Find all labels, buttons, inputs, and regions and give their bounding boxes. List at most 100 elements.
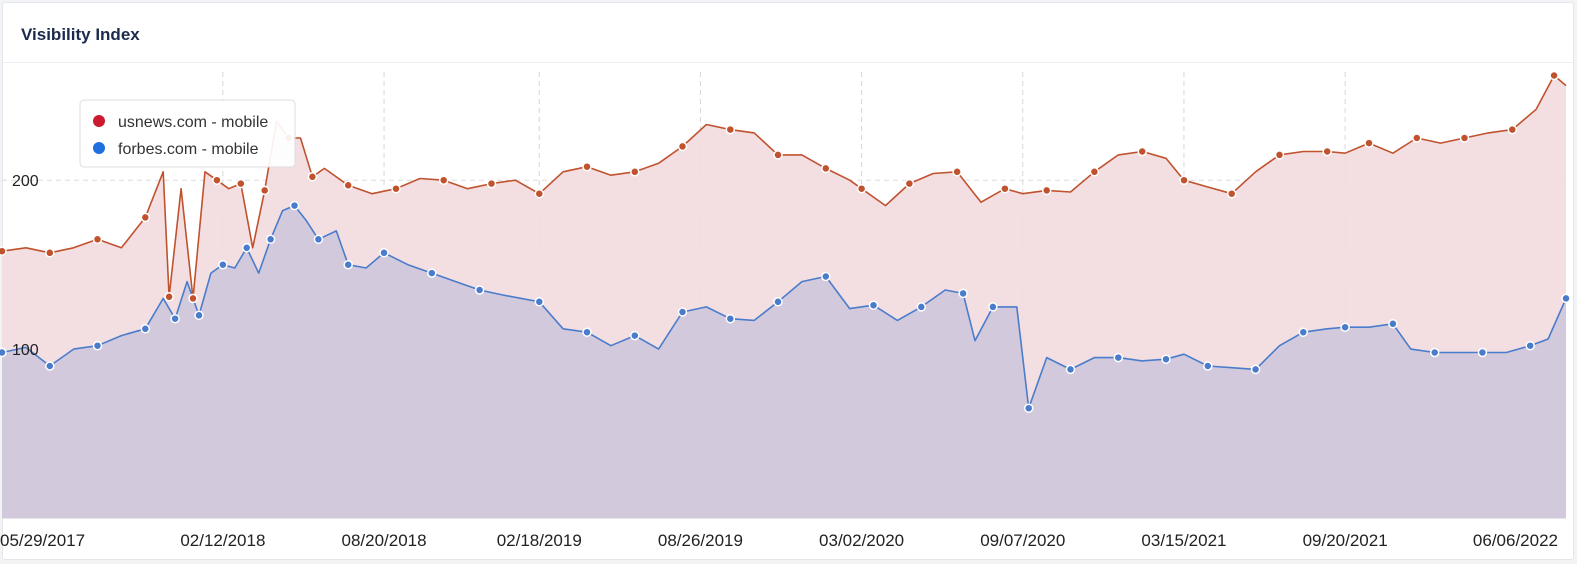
data-point[interactable] <box>0 347 7 358</box>
data-point[interactable] <box>868 300 879 310</box>
series-line-0 <box>1 74 1567 300</box>
data-point[interactable] <box>1429 347 1440 358</box>
data-point[interactable] <box>164 292 174 302</box>
data-point[interactable] <box>212 175 222 185</box>
data-point[interactable] <box>952 167 962 177</box>
data-point[interactable] <box>1459 133 1470 143</box>
x-tick-label: 08/26/2019 <box>658 531 743 550</box>
data-point[interactable] <box>1089 167 1100 177</box>
data-point[interactable] <box>582 327 592 337</box>
data-point[interactable] <box>856 183 867 194</box>
data-point[interactable] <box>1041 185 1052 196</box>
data-point[interactable] <box>343 259 353 270</box>
data-point[interactable] <box>45 248 55 258</box>
data-point[interactable] <box>92 340 103 351</box>
data-point[interactable] <box>821 271 831 282</box>
data-point[interactable] <box>773 297 783 307</box>
data-point[interactable] <box>677 141 688 152</box>
data-point[interactable] <box>313 234 324 245</box>
x-tick-label: 05/29/2017 <box>0 531 85 550</box>
data-point[interactable] <box>140 212 151 223</box>
y-tick-label: 100 <box>12 342 39 359</box>
card-header: Visibility Index <box>3 3 1573 63</box>
data-point[interactable] <box>582 161 592 172</box>
data-point[interactable] <box>904 178 915 189</box>
data-point[interactable] <box>343 180 353 191</box>
card-title: Visibility Index <box>21 25 140 44</box>
data-point[interactable] <box>1274 150 1285 160</box>
data-point[interactable] <box>773 150 783 160</box>
x-tick-label: 03/02/2020 <box>819 531 904 550</box>
data-point[interactable] <box>630 330 640 341</box>
data-point[interactable] <box>1525 340 1535 351</box>
data-point[interactable] <box>988 302 998 312</box>
data-point[interactable] <box>725 313 736 324</box>
data-point[interactable] <box>534 188 545 199</box>
x-tick-label: 09/07/2020 <box>980 531 1065 550</box>
data-point[interactable] <box>821 163 831 174</box>
data-point[interactable] <box>1340 322 1350 332</box>
data-point[interactable] <box>438 175 449 185</box>
data-point[interactable] <box>1561 293 1571 304</box>
data-point[interactable] <box>1226 188 1237 199</box>
y-tick-label: 200 <box>12 173 39 190</box>
data-point[interactable] <box>1161 354 1171 364</box>
data-point[interactable] <box>958 288 968 299</box>
data-point[interactable] <box>486 178 497 189</box>
data-point[interactable] <box>379 248 389 258</box>
data-point[interactable] <box>289 200 300 211</box>
legend-label-1[interactable]: forbes.com - mobile <box>118 141 259 158</box>
data-point[interactable] <box>534 297 545 307</box>
data-point[interactable] <box>265 234 276 245</box>
data-point[interactable] <box>1179 175 1189 185</box>
x-axis: 05/29/2017 02/12/2018 08/20/2018 02/18/2019… <box>0 531 1558 550</box>
legend-box <box>79 99 296 168</box>
data-point[interactable] <box>1477 347 1488 358</box>
data-point[interactable] <box>427 268 437 278</box>
x-tick-label: 09/20/2021 <box>1303 531 1388 550</box>
data-point[interactable] <box>1203 361 1213 371</box>
data-point[interactable] <box>1000 183 1010 194</box>
series-area-1 <box>2 205 1566 518</box>
data-point[interactable] <box>307 172 318 182</box>
data-point[interactable] <box>1113 352 1124 363</box>
data-point[interactable] <box>1250 364 1261 375</box>
data-point[interactable] <box>1023 403 1034 413</box>
y-axis: 100 200 <box>12 173 39 359</box>
legend-marker-0[interactable] <box>93 115 105 127</box>
data-point[interactable] <box>1412 133 1422 143</box>
data-point[interactable] <box>241 243 252 253</box>
data-point[interactable] <box>1364 138 1374 148</box>
data-point[interactable] <box>194 310 204 321</box>
data-point[interactable] <box>1065 364 1076 375</box>
data-point[interactable] <box>1549 70 1559 81</box>
x-tick-label: 02/18/2019 <box>497 531 582 550</box>
data-point[interactable] <box>170 313 180 324</box>
data-point[interactable] <box>916 302 927 312</box>
legend[interactable]: usnews.com - mobile forbes.com - mobile <box>79 99 296 168</box>
data-point[interactable] <box>0 246 7 256</box>
data-point[interactable] <box>140 324 151 334</box>
data-point[interactable] <box>188 293 198 304</box>
data-point[interactable] <box>92 234 103 245</box>
x-tick-label: 06/06/2022 <box>1473 531 1558 550</box>
data-point[interactable] <box>1137 146 1147 157</box>
data-point[interactable] <box>1322 146 1332 157</box>
data-point[interactable] <box>236 178 246 189</box>
data-point[interactable] <box>1507 124 1518 135</box>
x-tick-label: 03/15/2021 <box>1141 531 1226 550</box>
data-point[interactable] <box>45 361 55 371</box>
data-point[interactable] <box>725 124 736 135</box>
x-tick-label: 02/12/2018 <box>180 531 265 550</box>
data-point[interactable] <box>1388 319 1398 329</box>
data-point[interactable] <box>630 167 640 177</box>
data-point[interactable] <box>677 307 688 317</box>
data-point[interactable] <box>259 185 270 196</box>
legend-marker-1[interactable] <box>93 142 105 154</box>
data-point[interactable] <box>391 183 401 194</box>
data-point[interactable] <box>218 259 228 270</box>
data-point[interactable] <box>474 285 485 295</box>
legend-label-0[interactable]: usnews.com - mobile <box>118 114 268 131</box>
data-point[interactable] <box>1298 327 1309 337</box>
